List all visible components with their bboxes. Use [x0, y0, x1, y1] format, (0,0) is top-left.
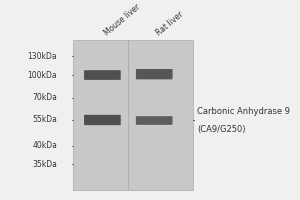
Text: 130kDa: 130kDa — [28, 52, 57, 61]
Text: Rat liver: Rat liver — [154, 10, 185, 38]
FancyBboxPatch shape — [84, 115, 121, 125]
FancyBboxPatch shape — [136, 116, 172, 125]
Text: Mouse liver: Mouse liver — [102, 3, 142, 38]
Text: 70kDa: 70kDa — [32, 93, 57, 102]
Text: Carbonic Anhydrase 9: Carbonic Anhydrase 9 — [197, 107, 290, 116]
Text: 100kDa: 100kDa — [28, 71, 57, 80]
FancyBboxPatch shape — [136, 69, 172, 79]
Text: 55kDa: 55kDa — [32, 115, 57, 124]
Text: 35kDa: 35kDa — [32, 160, 57, 169]
FancyBboxPatch shape — [84, 70, 121, 80]
FancyBboxPatch shape — [73, 40, 193, 190]
Text: (CA9/G250): (CA9/G250) — [197, 125, 245, 134]
Text: 40kDa: 40kDa — [32, 141, 57, 150]
